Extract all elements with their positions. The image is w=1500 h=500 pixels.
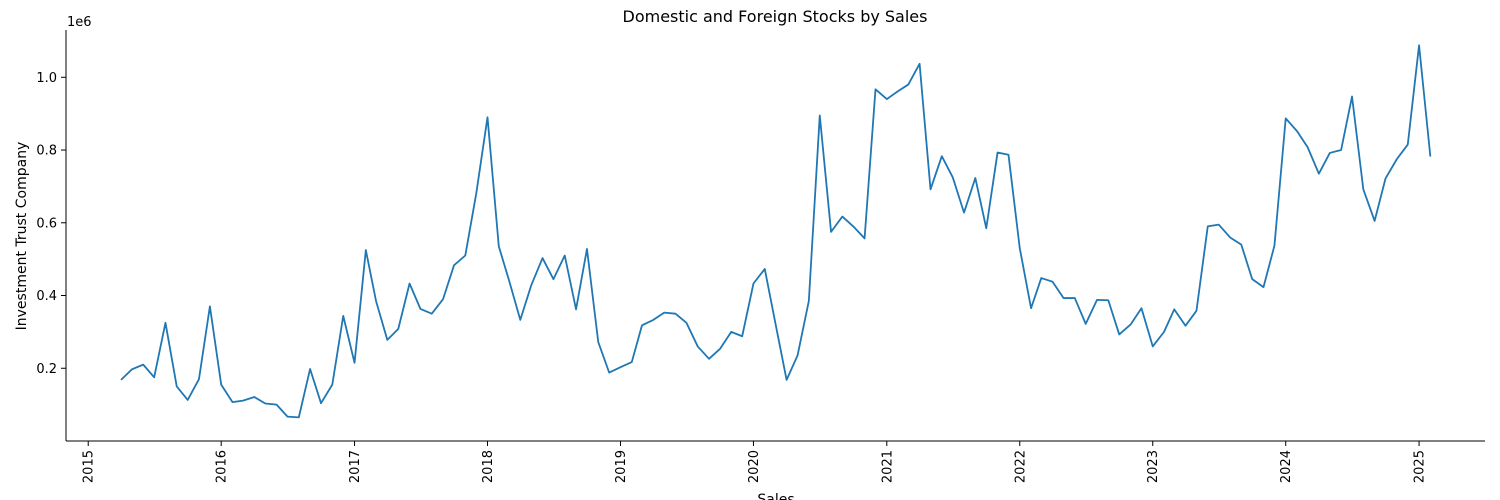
series-group — [120, 44, 1432, 419]
y-tick-label: 0.2 — [36, 362, 57, 377]
x-axis-label: Sales — [757, 492, 794, 500]
x-tick-label: 2018 — [481, 450, 496, 483]
y-tick-label: 0.4 — [36, 289, 57, 304]
x-tick-label: 2019 — [614, 450, 629, 483]
y-tick-label: 1.0 — [36, 71, 57, 86]
y-axis-label: Investment Trust Company — [14, 142, 30, 331]
y-tick-label: 0.6 — [36, 216, 57, 231]
x-tick-label: 2023 — [1146, 450, 1161, 483]
x-tick-label: 2015 — [82, 450, 97, 483]
y-tick-label: 0.8 — [36, 144, 57, 159]
x-axis-ticks: 2015 2016 2017 2018 2019 2020 2021 2022 2023 2024… — [82, 441, 1428, 483]
series-line — [120, 44, 1432, 419]
x-tick-label: 2017 — [348, 450, 363, 483]
x-tick-label: 2024 — [1279, 450, 1294, 483]
x-tick-label: 2016 — [215, 450, 230, 483]
x-tick-label: 2025 — [1413, 450, 1428, 483]
y-axis-ticks: 0.2 0.4 0.6 0.8 1.0 — [36, 71, 66, 377]
x-tick-label: 2022 — [1013, 450, 1028, 483]
y-offset-label: 1e6 — [67, 15, 92, 30]
x-tick-label: 2021 — [880, 450, 895, 483]
chart-title: Domestic and Foreign Stocks by Sales — [623, 7, 928, 26]
x-tick-label: 2020 — [747, 450, 762, 483]
